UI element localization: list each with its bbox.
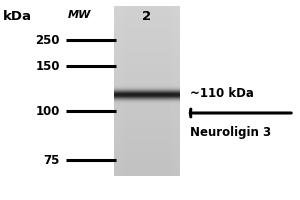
Text: 150: 150 — [35, 60, 60, 72]
Text: 100: 100 — [36, 105, 60, 118]
Text: 2: 2 — [142, 10, 152, 23]
Text: Neuroligin 3: Neuroligin 3 — [190, 126, 272, 139]
Text: 250: 250 — [35, 33, 60, 46]
Text: MW: MW — [68, 10, 91, 20]
Text: kDa: kDa — [3, 10, 32, 23]
Text: 75: 75 — [44, 154, 60, 166]
Text: ~110 kDa: ~110 kDa — [190, 87, 254, 100]
